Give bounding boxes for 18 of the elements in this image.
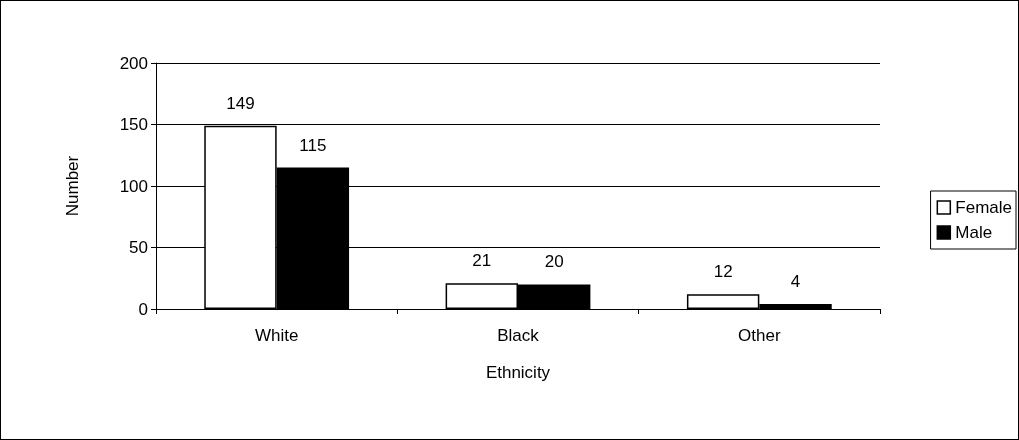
- data-label: 20: [544, 252, 564, 272]
- legend-label: Female: [955, 198, 1012, 217]
- y-tick-label: 50: [129, 238, 148, 257]
- data-label: 21: [472, 251, 492, 271]
- x-tick-label: White: [254, 326, 299, 345]
- y-tick-label: 200: [119, 53, 148, 73]
- x-axis-title: Ethnicity: [485, 363, 551, 382]
- y-axis-title: Number: [63, 155, 82, 217]
- legend-label: Male: [955, 223, 993, 242]
- y-tick-label: 150: [119, 115, 148, 134]
- x-tick-label: Black: [497, 326, 540, 345]
- x-tick-label: Other: [738, 326, 781, 345]
- data-label: 4: [790, 272, 801, 292]
- data-label: 149: [226, 93, 255, 113]
- y-tick-label: 100: [119, 176, 148, 196]
- data-label: 115: [299, 135, 327, 155]
- data-label: 12: [713, 262, 733, 282]
- y-tick-label: 0: [138, 299, 148, 319]
